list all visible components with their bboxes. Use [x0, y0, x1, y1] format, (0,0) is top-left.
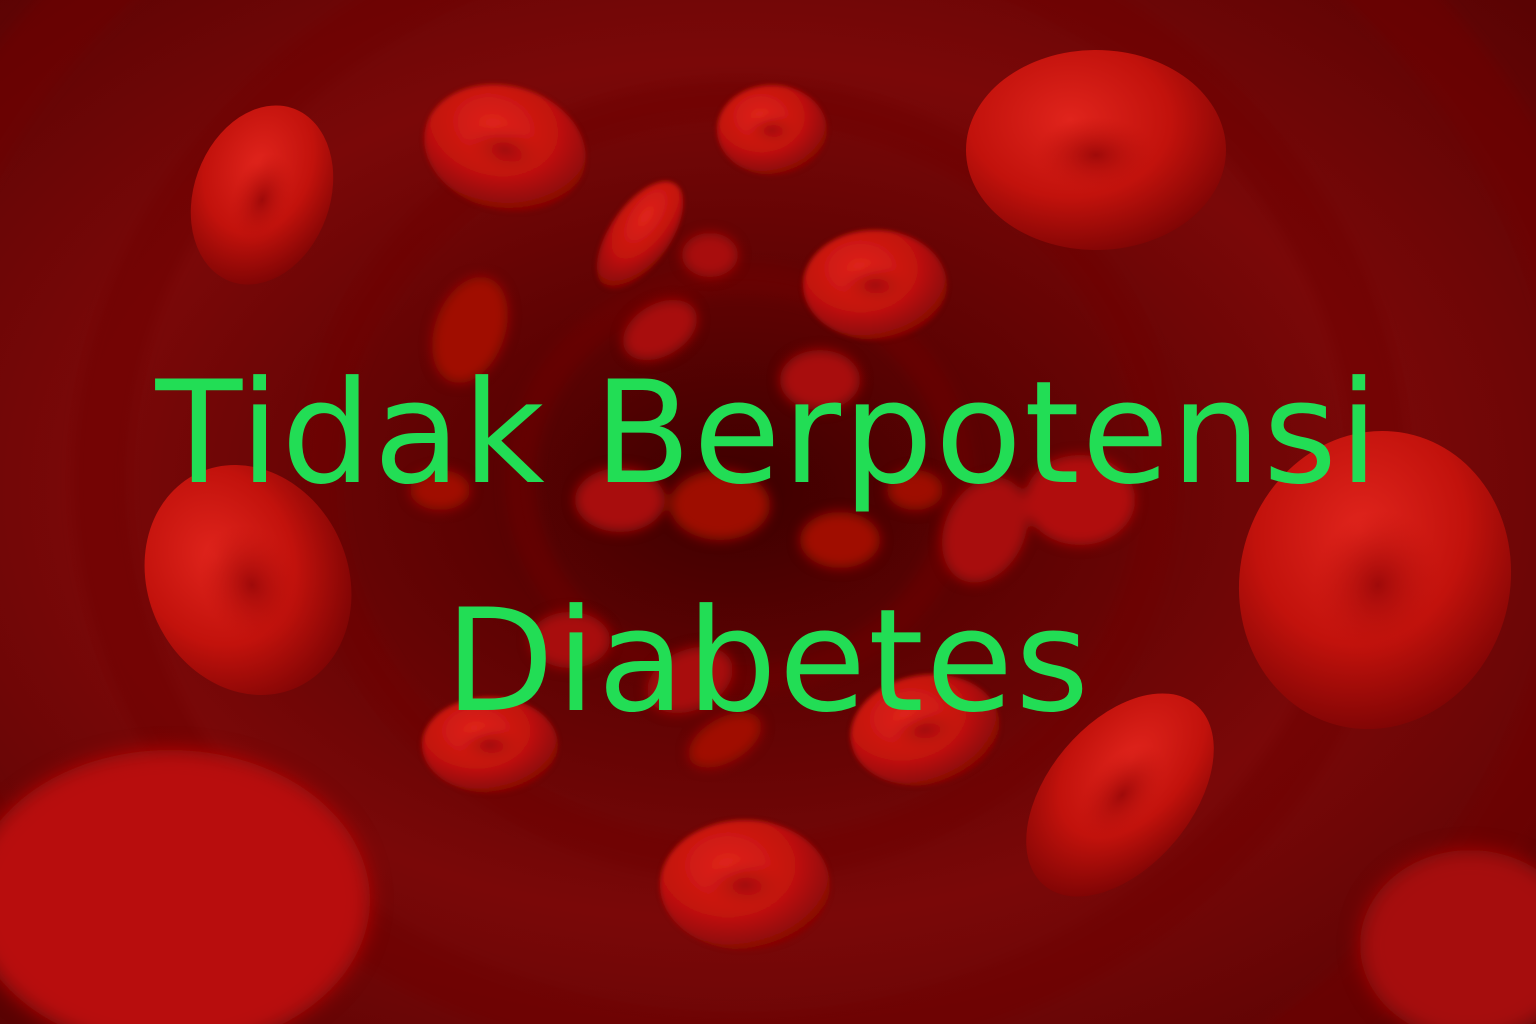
blood-cell [575, 468, 665, 532]
blood-cell [780, 350, 860, 410]
blood-cell [670, 470, 770, 540]
blood-cell [887, 470, 943, 510]
blood-cell [623, 299, 697, 361]
near-cells [144, 50, 1512, 897]
foreground-cells [0, 750, 1536, 1024]
blood-cell [0, 750, 370, 1024]
blood-cell [647, 646, 733, 714]
far-cells [410, 233, 1135, 768]
blood-cell [682, 233, 738, 277]
blood-cell [941, 477, 1029, 583]
blood-cell [410, 470, 470, 510]
blood-cell [800, 512, 880, 568]
blood-cell [1360, 850, 1536, 1024]
blood-cell [596, 181, 684, 289]
blood-cell [688, 712, 762, 768]
headline-line-1: Tidak Berpotensi [155, 351, 1381, 516]
blood-cell [1025, 455, 1135, 545]
blood-cell [432, 276, 508, 384]
headline: Tidak Berpotensi Diabetes [0, 320, 1536, 776]
headline-line-2: Diabetes [444, 579, 1092, 744]
blood-cell [530, 612, 610, 668]
mid-cells [422, 84, 1000, 950]
